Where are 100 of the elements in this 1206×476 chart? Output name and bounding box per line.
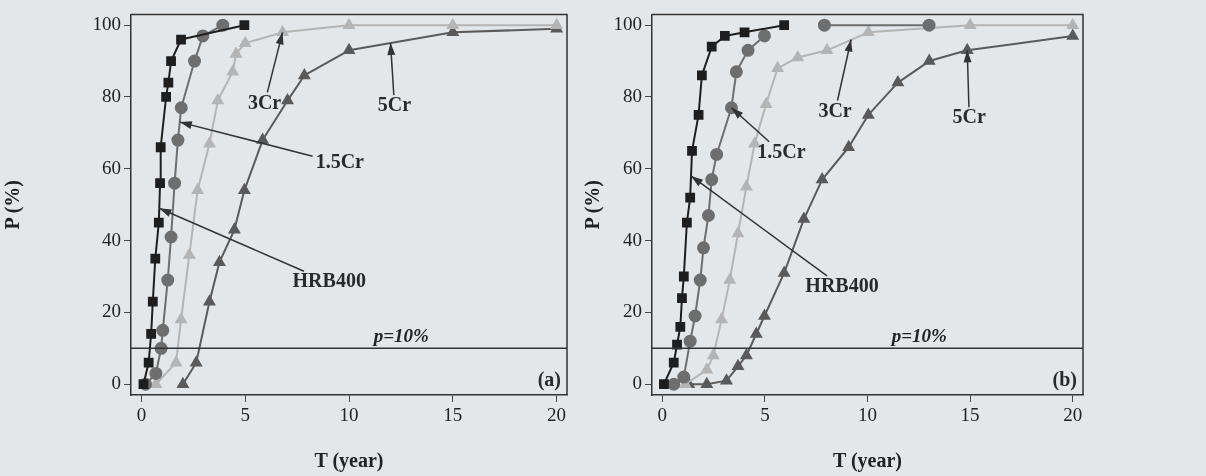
point [171, 133, 185, 147]
point [693, 110, 704, 120]
point [750, 327, 763, 338]
point [230, 47, 242, 58]
point [191, 183, 204, 195]
point [166, 56, 176, 66]
point [175, 313, 187, 324]
point [156, 323, 170, 337]
point [155, 142, 166, 153]
point [164, 230, 178, 244]
x-tick-label: 5 [760, 404, 770, 426]
point [256, 133, 269, 144]
point [677, 370, 691, 384]
point [213, 255, 226, 266]
ref-line-label: p=10% [889, 324, 947, 346]
point [190, 356, 202, 367]
annotation: HRB400 [292, 269, 366, 292]
point [706, 41, 717, 52]
point [550, 18, 563, 29]
point [798, 212, 810, 223]
point [821, 43, 833, 55]
point [343, 18, 355, 29]
point [667, 377, 681, 391]
point [816, 173, 828, 184]
point [1066, 18, 1079, 29]
point [771, 61, 784, 73]
point [719, 31, 730, 41]
annotation: (a) [537, 368, 561, 392]
point [696, 70, 707, 81]
point [739, 27, 750, 38]
point [161, 92, 171, 102]
ref-line-label: p=10% [371, 324, 429, 346]
point [174, 101, 188, 115]
point [212, 94, 224, 105]
x-tick-label: 15 [443, 404, 463, 426]
point [757, 29, 771, 43]
point [138, 379, 149, 390]
point [146, 329, 157, 339]
point [1066, 29, 1079, 40]
annotation: 5Cr [952, 105, 987, 128]
point [961, 43, 974, 55]
point [817, 18, 831, 32]
point [239, 36, 251, 47]
point [729, 65, 743, 79]
point [779, 20, 790, 31]
point [842, 140, 855, 151]
annotation: (b) [1052, 368, 1077, 392]
x-axis-title: T (year) [832, 449, 903, 473]
point [685, 192, 696, 203]
y-axis-title: P (%) [581, 179, 605, 230]
point [748, 137, 761, 148]
point [682, 217, 692, 228]
point [177, 377, 189, 388]
point [710, 147, 724, 161]
point [168, 176, 182, 190]
point [678, 271, 689, 282]
point [778, 266, 790, 277]
point [675, 321, 686, 332]
x-tick-label: 10 [339, 404, 359, 426]
point [697, 241, 711, 255]
point [659, 379, 669, 390]
point [741, 43, 755, 57]
y-tick-label: 0 [632, 372, 642, 394]
point [176, 34, 186, 45]
point [740, 349, 753, 360]
point [964, 18, 976, 29]
annotation: HRB400 [805, 274, 879, 297]
y-tick-label: 80 [102, 84, 121, 106]
point [170, 356, 182, 367]
point [683, 334, 697, 348]
point [922, 18, 936, 32]
point [343, 43, 355, 55]
x-axis-title: T (year) [314, 449, 384, 473]
point [143, 357, 154, 368]
point [281, 94, 294, 105]
point [923, 54, 936, 65]
y-axis-title: P (%) [1, 179, 25, 230]
point [701, 208, 715, 222]
point [298, 68, 311, 80]
y-tick-label: 100 [613, 13, 642, 35]
x-tick-label: 5 [240, 404, 250, 426]
point [740, 180, 753, 191]
point [238, 183, 251, 195]
point [155, 178, 165, 189]
y-tick-label: 80 [623, 84, 642, 106]
point [203, 295, 216, 306]
x-tick-label: 10 [858, 404, 877, 426]
y-tick-label: 20 [623, 300, 642, 322]
annotation: 5Cr [377, 93, 412, 116]
point [701, 377, 713, 388]
point [688, 309, 702, 323]
point [668, 357, 679, 368]
point [862, 108, 875, 119]
annotation: 1.5Cr [315, 150, 365, 173]
point [732, 226, 744, 238]
point [707, 349, 720, 360]
point [862, 25, 875, 37]
point [153, 217, 164, 228]
point [701, 363, 713, 374]
x-tick-label: 20 [1063, 404, 1083, 426]
